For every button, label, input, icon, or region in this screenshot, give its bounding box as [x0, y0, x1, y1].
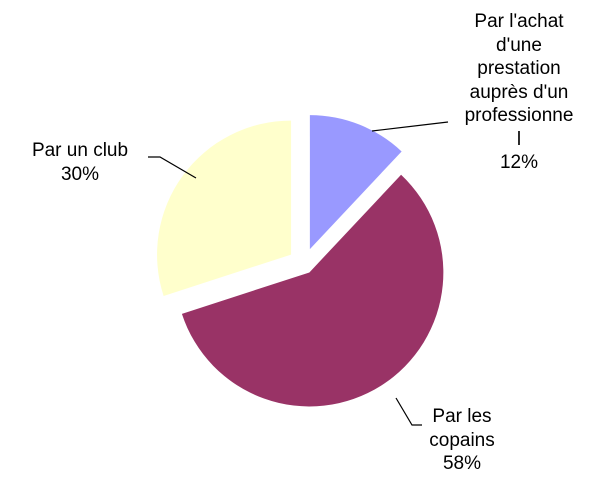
value-label: 12%: [499, 152, 539, 173]
category-label: Par un club: [31, 140, 129, 161]
pie-slice: [157, 120, 292, 297]
leader-line: [148, 156, 197, 179]
slice-label: Par l'achat d'une prestation auprès d'un…: [465, 10, 574, 175]
value-label: 58%: [442, 453, 482, 474]
slice-label: Par les copains 58%: [429, 405, 495, 476]
leader-line: [371, 121, 449, 132]
value-label: 30%: [60, 163, 100, 185]
slice-label: Par un club 30%: [32, 139, 128, 186]
pie-slice: [181, 174, 444, 407]
category-label: Par les copains: [429, 406, 495, 451]
pie-slice: [309, 115, 402, 250]
leader-line: [395, 397, 422, 426]
category-label: Par l'achat d'une prestation auprès d'un…: [464, 11, 574, 150]
